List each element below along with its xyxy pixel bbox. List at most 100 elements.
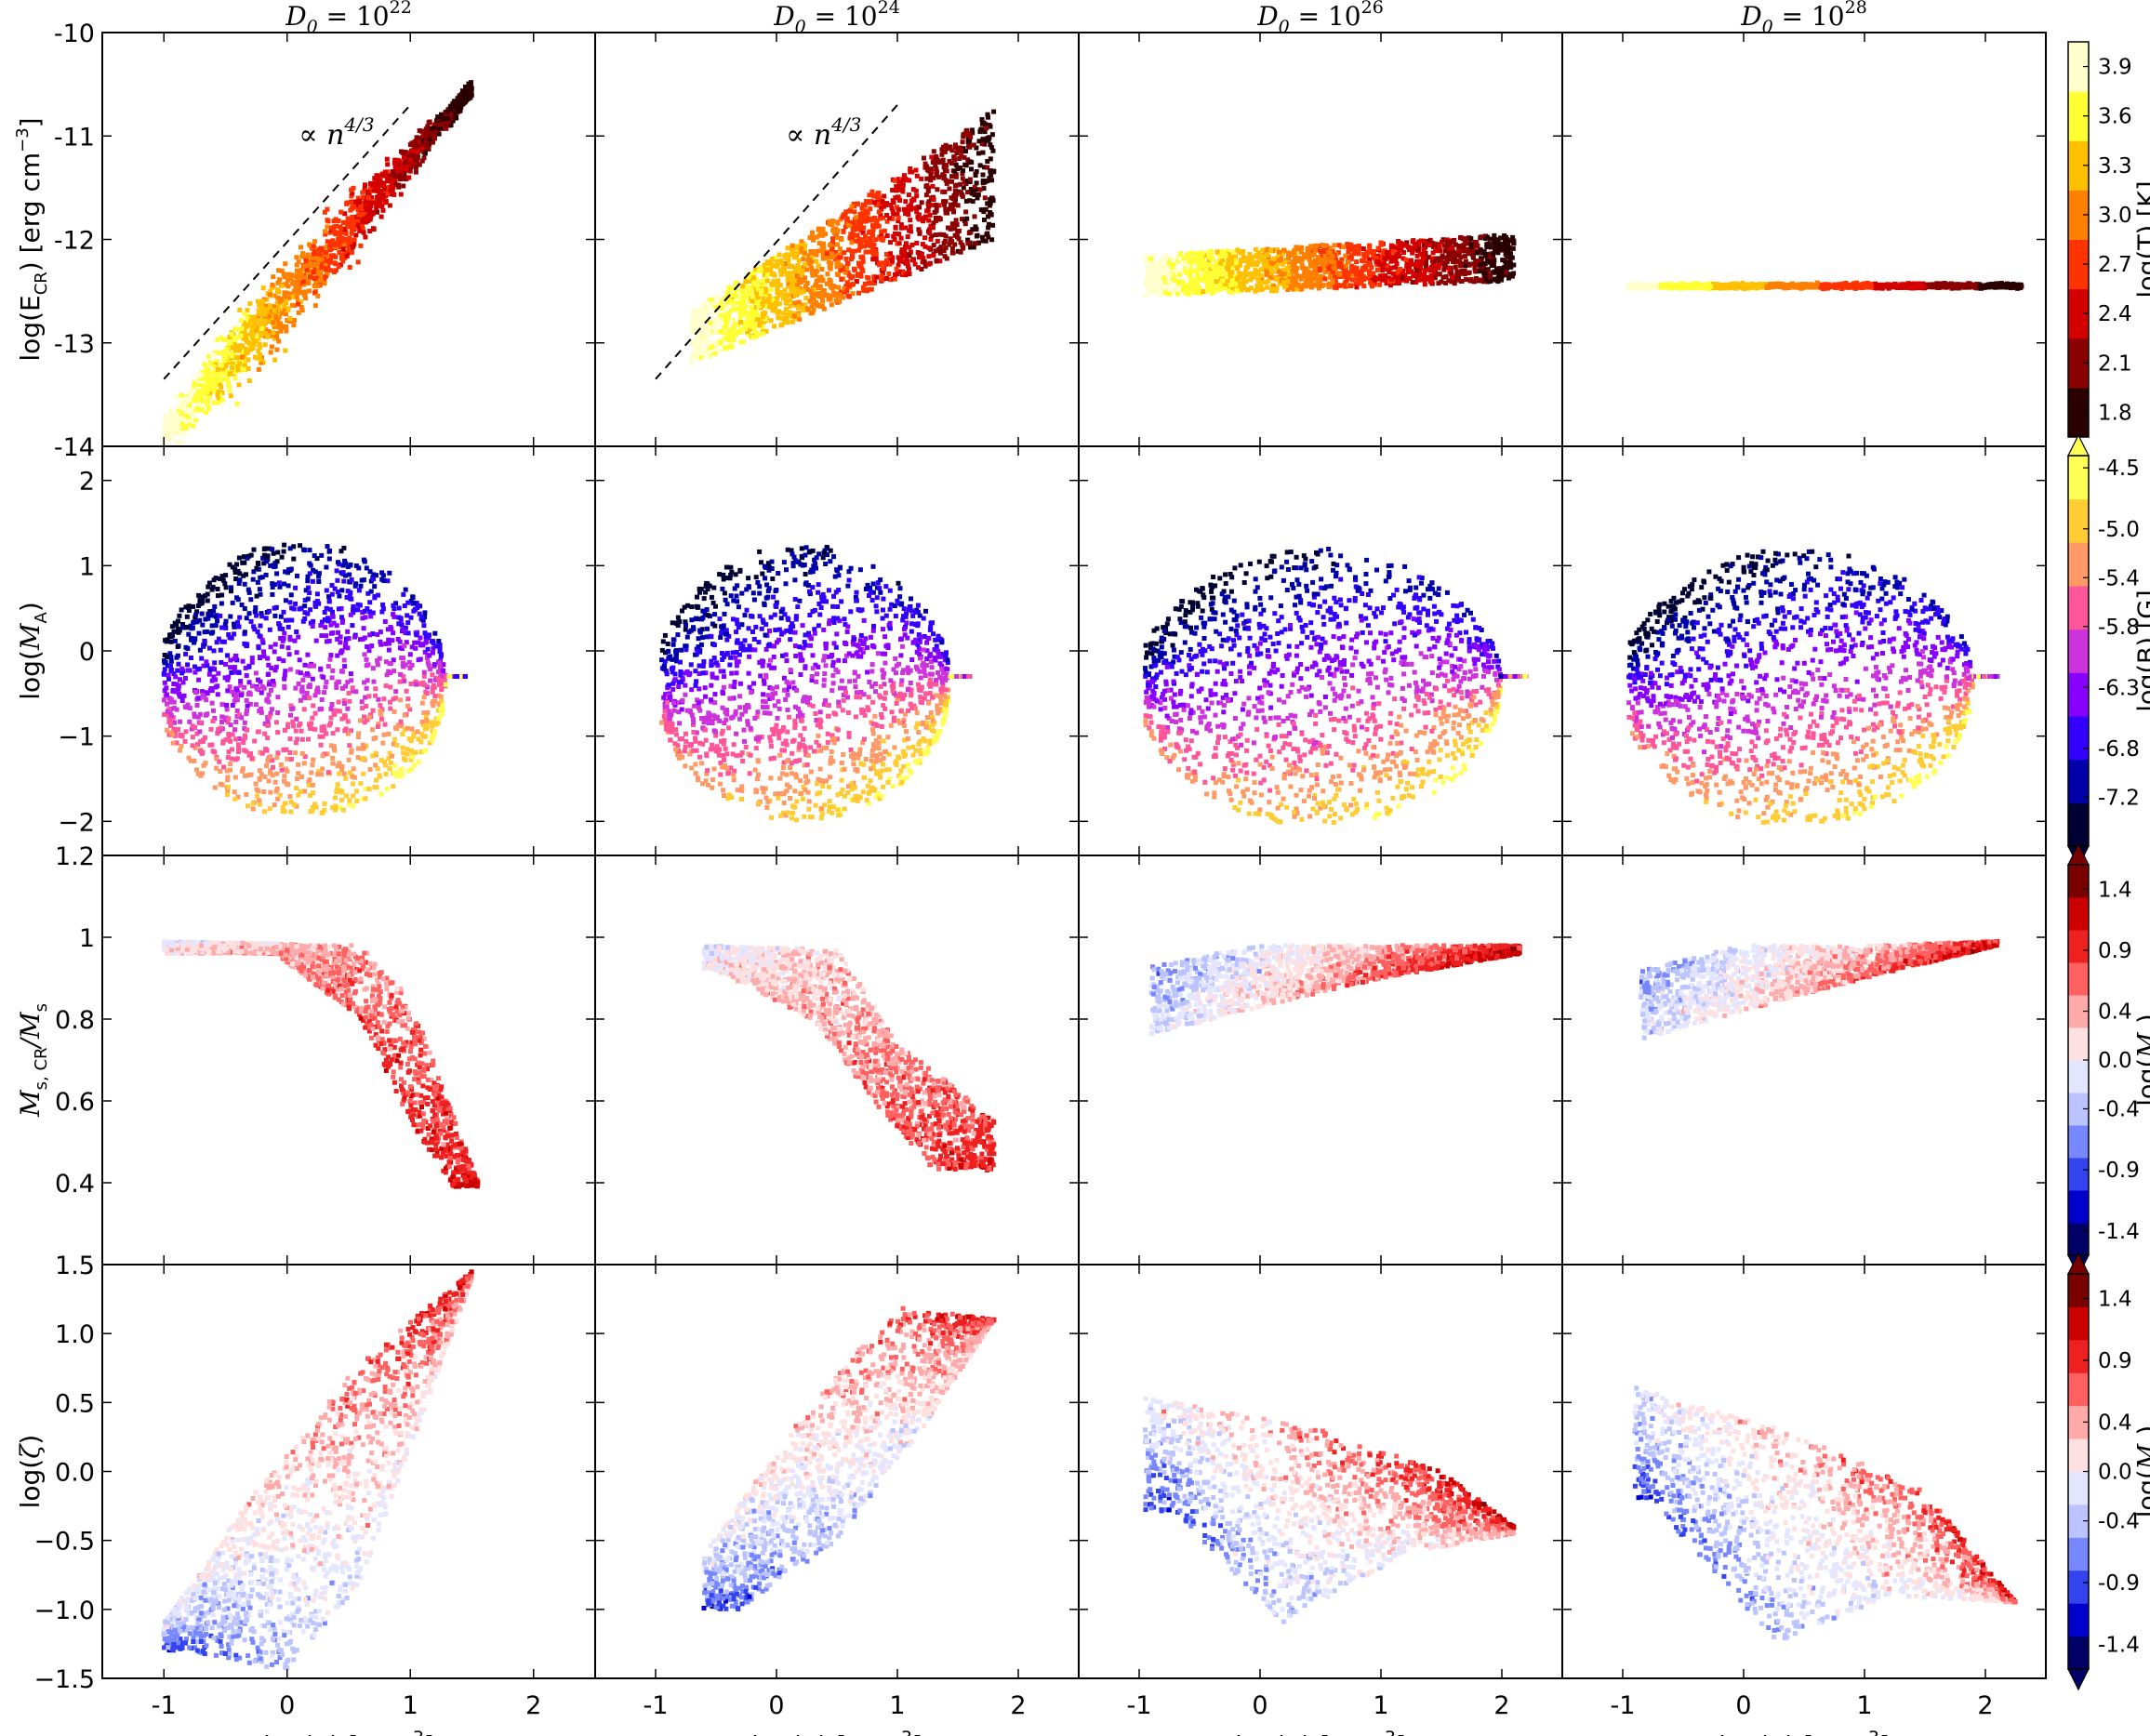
scatter-point [1173, 285, 1178, 291]
scatter-point [699, 346, 705, 351]
scatter-point [459, 101, 465, 107]
scatter-point [315, 273, 321, 279]
scatter-point [834, 264, 840, 270]
scatter-point [250, 325, 256, 331]
scatter-point [747, 327, 752, 332]
scatter-point [199, 407, 205, 413]
scatter-point [272, 316, 278, 322]
scatter-point [407, 166, 413, 172]
scatter-point [755, 285, 761, 291]
scatter-point [283, 348, 288, 353]
scatter-point [1388, 258, 1394, 264]
scatter-point [1375, 276, 1380, 282]
scatter-point [351, 219, 356, 224]
scatter-point [193, 417, 198, 423]
scatter-point [837, 298, 843, 304]
scatter-point [707, 340, 712, 346]
scatter-point [747, 279, 752, 284]
scatter-point [710, 329, 715, 335]
scatter-point [251, 319, 257, 325]
scatter-point [957, 145, 962, 151]
scatter-point [1252, 272, 1257, 277]
scatter-point [417, 136, 422, 141]
scatter-point [164, 436, 169, 442]
scatter-point [696, 319, 701, 325]
scatter-point [287, 315, 293, 321]
scatter-point [1171, 273, 1176, 279]
scatter-point [1492, 258, 1497, 263]
scatter-point [933, 248, 938, 254]
scatter-point [1484, 245, 1490, 250]
scatter-point [1315, 279, 1321, 285]
scatter-point [827, 221, 832, 227]
scatter-point [896, 269, 901, 274]
scatter-point [829, 254, 835, 259]
scatter-point [1449, 245, 1454, 250]
scatter-point [165, 430, 170, 435]
scatter-point [870, 257, 876, 262]
scatter-point [1322, 243, 1328, 248]
scatter-point [920, 242, 925, 247]
scatter-point [809, 269, 815, 274]
scatter-point [1478, 256, 1483, 261]
scatter-point [777, 283, 783, 288]
scatter-point [1238, 271, 1243, 276]
scatter-point [946, 146, 951, 152]
scatter-point [374, 177, 379, 182]
scatter-point [702, 338, 708, 344]
scatter-point [250, 346, 256, 351]
scatter-point [820, 278, 825, 284]
scatter-point [879, 229, 884, 234]
scatter-point [722, 325, 726, 330]
scatter-point [349, 231, 354, 236]
scatter-point [952, 189, 958, 193]
scatter-point [198, 389, 204, 394]
scatter-point [937, 232, 943, 237]
scatter-point [949, 179, 954, 184]
scatter-point [868, 236, 873, 241]
scatter-point [904, 255, 909, 259]
scatter-point [318, 245, 324, 251]
scatter-point [259, 321, 264, 326]
scatter-point [821, 293, 827, 298]
scatter-point [989, 196, 995, 202]
scatter-point [893, 224, 898, 230]
scatter-point [834, 242, 840, 247]
scatter-point [958, 181, 963, 187]
scatter-point [934, 219, 938, 224]
scatter-point [873, 252, 879, 257]
scatter-point [937, 258, 943, 264]
scatter-point [355, 207, 361, 212]
scatter-point [974, 233, 979, 239]
scatter-point [760, 325, 765, 330]
scatter-point [706, 300, 711, 306]
scatter-point [1223, 285, 1228, 290]
scatter-point [382, 169, 388, 175]
scatter-point [1510, 234, 1516, 240]
scatter-point [1446, 250, 1452, 256]
scatter-point [1396, 244, 1401, 249]
scatter-point [1273, 276, 1279, 282]
scatter-point [877, 195, 883, 201]
scatter-point [850, 235, 856, 241]
scatter-point [982, 129, 988, 135]
scatter-point [1387, 270, 1392, 275]
scatter-point [1187, 258, 1192, 263]
scatter-point [834, 272, 840, 277]
scatter-point [712, 325, 718, 331]
scatter-point [1151, 288, 1157, 294]
scatter-point [792, 300, 798, 306]
scatter-point [785, 277, 790, 283]
scatter-point [315, 247, 321, 253]
scatter-point [367, 229, 373, 233]
scatter-point [835, 228, 841, 233]
scatter-point [926, 261, 932, 267]
scatter-point [385, 188, 390, 193]
scatter-point [825, 272, 830, 277]
scatter-point [262, 311, 268, 317]
scatter-point [784, 319, 790, 325]
scatter-point [795, 283, 801, 288]
scatter-point [1486, 256, 1492, 261]
scatter-point [1231, 249, 1237, 255]
scatter-point [1290, 285, 1295, 291]
